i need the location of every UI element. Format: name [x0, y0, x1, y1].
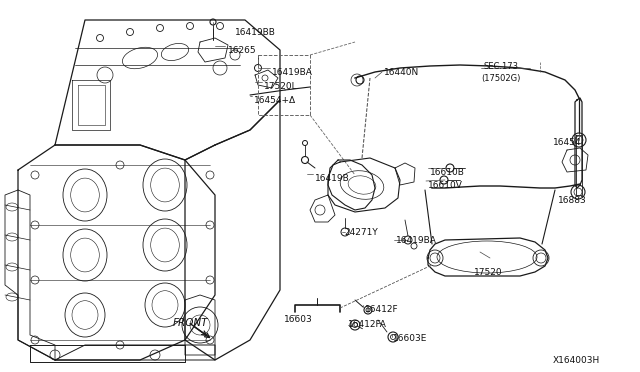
Text: 16419BA: 16419BA — [396, 236, 437, 245]
Text: 16883: 16883 — [558, 196, 587, 205]
Text: 16454: 16454 — [553, 138, 582, 147]
Text: 16603: 16603 — [284, 315, 313, 324]
Text: 16265: 16265 — [228, 46, 257, 55]
Text: 16603E: 16603E — [393, 334, 428, 343]
Text: 16419BA: 16419BA — [272, 68, 313, 77]
Text: X164003H: X164003H — [553, 356, 600, 365]
Text: 17520L: 17520L — [264, 82, 298, 91]
Text: 16412FA: 16412FA — [348, 320, 387, 329]
Text: 24271Y: 24271Y — [344, 228, 378, 237]
Text: 16419B: 16419B — [315, 174, 349, 183]
Text: 16412F: 16412F — [365, 305, 399, 314]
Text: (17502G): (17502G) — [481, 74, 520, 83]
Text: 16454+Δ: 16454+Δ — [254, 96, 296, 105]
Text: 16610B: 16610B — [430, 168, 465, 177]
Text: 16419BB: 16419BB — [235, 28, 276, 37]
Text: FRONT: FRONT — [173, 318, 209, 328]
Text: 16610V: 16610V — [428, 181, 463, 190]
Text: 17520: 17520 — [474, 268, 502, 277]
Text: 16440N: 16440N — [384, 68, 419, 77]
Text: SEC.173: SEC.173 — [483, 62, 518, 71]
